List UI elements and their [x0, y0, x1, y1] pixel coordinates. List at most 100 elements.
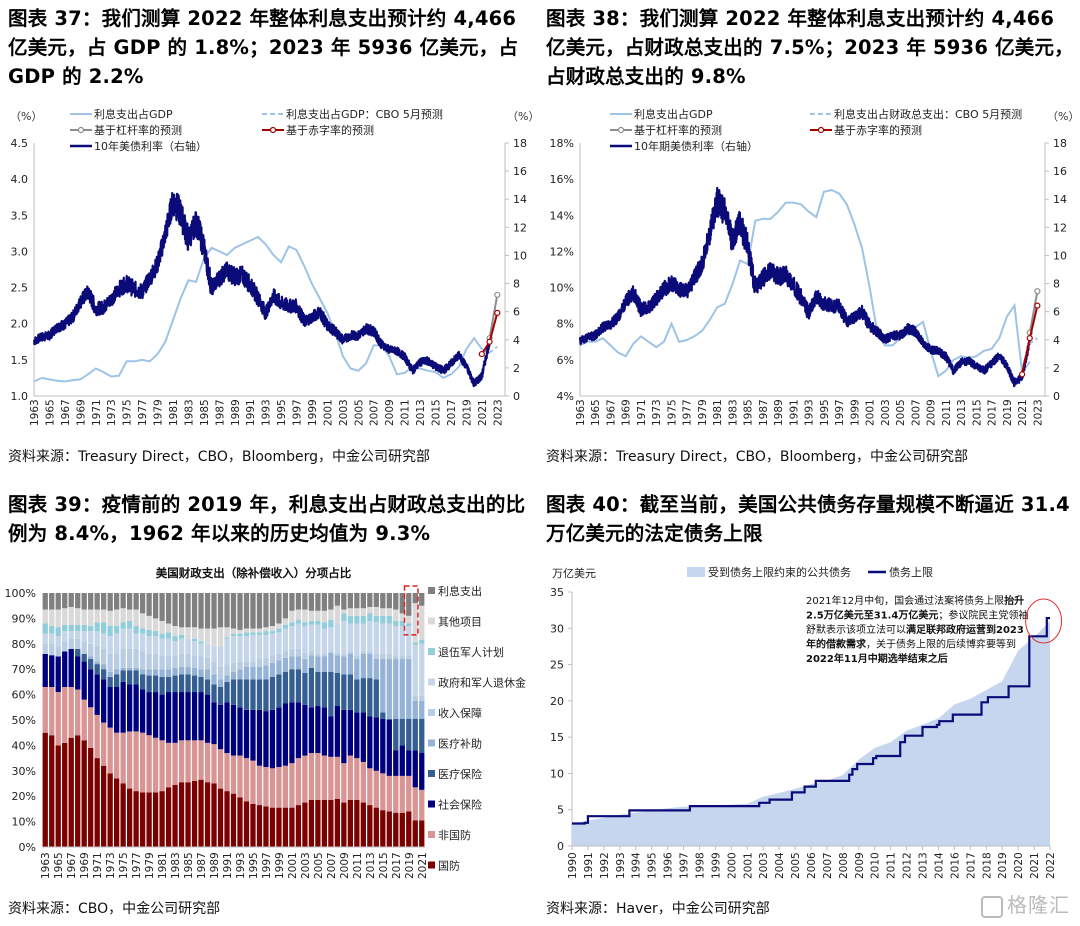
bar-segment	[237, 679, 243, 708]
bar-segment	[373, 679, 379, 718]
x-tick-label: 1981	[168, 399, 180, 426]
bar-segment	[126, 788, 133, 847]
bar-segment	[386, 659, 392, 719]
legend-label: 利息支出占GDP：CBO 5月预测	[286, 107, 443, 121]
bar-segment	[146, 692, 152, 736]
x-tick-label: 1996	[663, 852, 675, 879]
x-tick-label: 2017	[965, 852, 977, 879]
y-tick-label: 30	[550, 622, 564, 635]
bar-segment	[94, 758, 100, 847]
x-tick-label: 2003	[880, 399, 892, 426]
x-tick-label: 1971	[92, 852, 104, 879]
bar-segment	[211, 674, 217, 685]
bar-segment	[101, 609, 107, 623]
bar-segment	[250, 709, 256, 761]
figure-37-source: 资料来源：Treasury Direct，CBO，Bloomberg，中金公司研…	[8, 449, 431, 465]
bar-segment	[243, 628, 250, 633]
bar-segment	[49, 626, 55, 634]
bar-segment	[191, 675, 198, 693]
bar-segment	[198, 676, 204, 693]
x-tick-label: 1993	[804, 399, 816, 426]
bar-segment	[406, 655, 412, 660]
bar-segment	[165, 638, 172, 657]
bar-segment	[367, 678, 373, 717]
bar-segment	[55, 593, 61, 610]
bar-segment	[315, 671, 321, 707]
bar-segment	[191, 692, 198, 741]
bar-segment	[406, 718, 412, 751]
bar-segment	[269, 768, 276, 808]
deficit-forecast-point	[478, 350, 485, 358]
legend-marker	[617, 126, 625, 134]
bar-segment	[126, 609, 133, 621]
x-tick-label: 1979	[697, 399, 709, 426]
y2-tick-label: 8	[513, 278, 520, 291]
bar-segment	[347, 593, 353, 609]
bar-segment	[139, 633, 146, 652]
bar-segment	[185, 627, 191, 639]
bar-segment	[256, 805, 263, 847]
deficit-forecast-point	[494, 309, 501, 316]
bar-segment	[198, 641, 204, 644]
bar-segment	[107, 610, 113, 627]
bar-segment	[62, 631, 68, 642]
leverage-forecast-point	[1034, 288, 1041, 295]
bar-segment	[302, 626, 308, 653]
bar-segment	[380, 712, 386, 719]
bar-segment	[315, 653, 321, 657]
legend-swatch	[428, 831, 435, 838]
legend-marker	[77, 126, 85, 134]
bar-segment	[341, 613, 347, 621]
bar-segment	[406, 623, 412, 627]
bar-segment	[321, 622, 328, 629]
bar-segment	[139, 792, 146, 847]
bar-segment	[88, 631, 94, 644]
bar-segment	[321, 653, 328, 657]
figure-39-title: 图表 39：疫情前的 2019 年，利息支出占财政总支出的比例为 8.4%，19…	[8, 493, 526, 545]
x-tick-label: 2006	[806, 852, 818, 879]
legend-label: 医疗保险	[438, 767, 482, 781]
x-tick-label: 2009	[854, 852, 866, 879]
bar-segment	[269, 676, 276, 710]
bar-segment	[178, 593, 185, 628]
bar-segment	[224, 627, 230, 638]
bar-segment	[282, 651, 289, 658]
left-axis-unit: （%）	[10, 110, 42, 123]
bar-segment	[380, 653, 386, 660]
bar-segment	[315, 624, 321, 654]
bar-segment	[386, 608, 392, 616]
bar-segment	[406, 615, 412, 624]
legend-label: 基于杠杆率的预测	[94, 123, 182, 137]
bar-segment	[256, 593, 263, 629]
bar-segment	[165, 742, 172, 788]
bar-segment	[263, 627, 269, 632]
bar-segment	[399, 593, 405, 614]
bar-segment	[81, 740, 87, 847]
bar-segment	[185, 593, 191, 628]
bar-segment	[185, 653, 191, 667]
x-tick-label: 2001	[865, 399, 877, 426]
series-line-cbo-forecast	[1029, 337, 1038, 345]
annotation-text-line: 2022年11月中期选举结束之后	[806, 652, 948, 665]
bar-segment	[386, 775, 392, 812]
y-tick-label: 30%	[12, 765, 36, 778]
bar-segment	[120, 593, 126, 609]
bar-segment	[62, 641, 68, 652]
x-tick-label: 2003	[338, 399, 350, 426]
bar-segment	[172, 655, 178, 668]
x-tick-label: 1995	[819, 399, 831, 426]
bar-segment	[263, 634, 269, 658]
bar-segment	[341, 802, 347, 847]
x-tick-label: 2008	[838, 852, 850, 879]
bar-segment	[224, 675, 230, 682]
x-tick-label: 2001	[287, 852, 299, 879]
bar-segment	[139, 669, 146, 675]
bar-segment	[263, 657, 269, 666]
bar-segment	[289, 648, 295, 657]
bar-segment	[88, 659, 94, 670]
bar-segment	[172, 626, 178, 637]
x-tick-label: 1997	[261, 852, 273, 879]
bar-segment	[88, 593, 94, 610]
bar-segment	[198, 643, 204, 657]
bar-segment	[243, 593, 250, 629]
